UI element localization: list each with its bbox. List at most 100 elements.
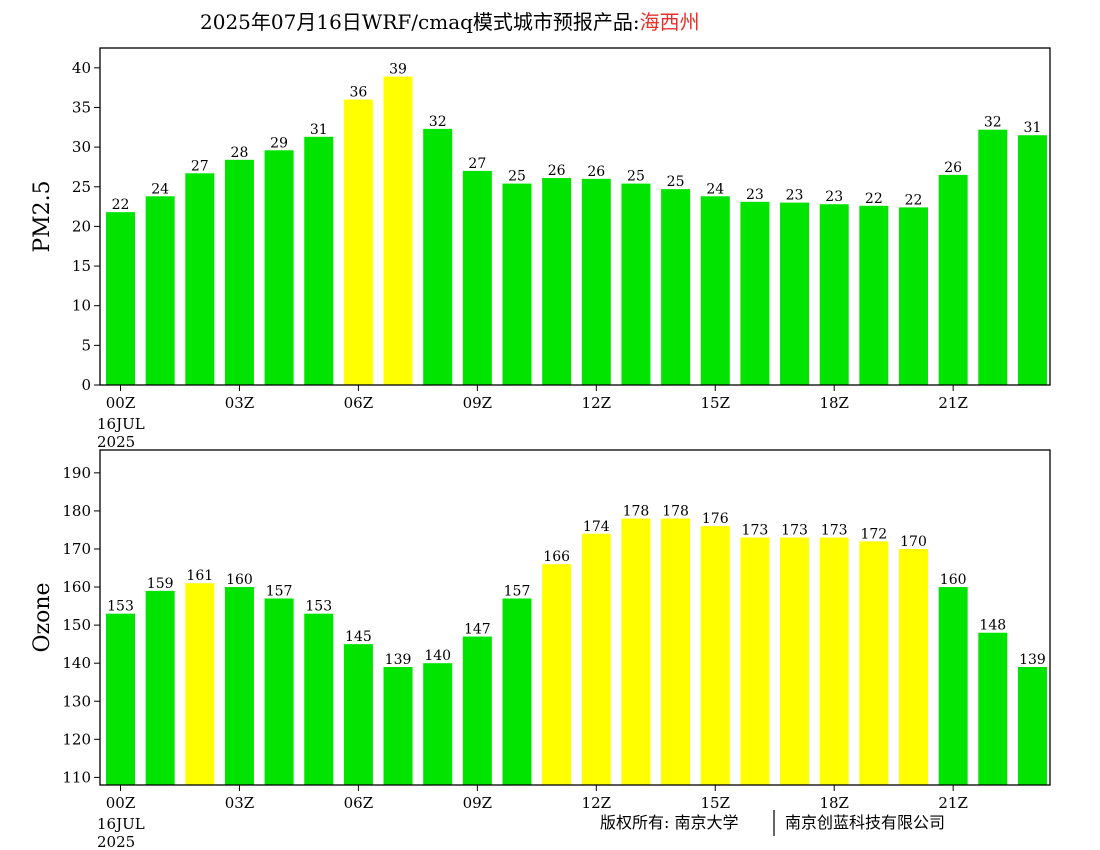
- pm25-bar-07Z: [383, 76, 413, 385]
- ozone-data-label-22Z: 148: [979, 618, 1006, 634]
- ozone-bar-12Z: [581, 533, 611, 785]
- pm25-data-label-13Z: 25: [627, 169, 645, 185]
- pm25-bar-00Z: [106, 212, 135, 385]
- ozone-x-tick-label-15Z: 15Z: [700, 794, 730, 812]
- pm25-plot-frame: [99, 47, 1051, 386]
- ozone-data-label-17Z: 173: [781, 523, 808, 539]
- ozone-data-label-07Z: 139: [385, 652, 412, 668]
- ozone-bar-19Z: [859, 541, 889, 785]
- pm25-bar-11Z: [542, 178, 572, 385]
- pm25-data-label-07Z: 39: [389, 62, 407, 78]
- pm25-data-label-01Z: 24: [151, 181, 169, 197]
- ozone-bar-04Z: [264, 598, 294, 785]
- ozone-y-tick-label-110: 110: [62, 768, 91, 786]
- ozone-y-axis-title: Ozone: [30, 582, 55, 652]
- pm25-data-label-03Z: 28: [231, 145, 249, 161]
- ozone-bar-14Z: [661, 518, 691, 785]
- copyright-owner-text: 版权所有: 南京大学: [600, 813, 738, 832]
- pm25-data-label-08Z: 32: [429, 114, 447, 130]
- ozone-y-tick-label-160: 160: [62, 578, 91, 596]
- pm25-data-label-15Z: 24: [706, 181, 724, 197]
- chart-title-prefix: 2025年07月16日WRF/cmaq模式城市预报产品:: [200, 10, 640, 34]
- pm25-data-label-02Z: 27: [191, 158, 209, 174]
- ozone-x-tick-label-00Z: 00Z: [106, 794, 136, 812]
- ozone-bar-01Z: [145, 590, 175, 785]
- ozone-bar-18Z: [819, 537, 849, 785]
- pm25-data-label-00Z: 22: [112, 197, 130, 213]
- pm25-bar-08Z: [423, 128, 453, 385]
- pm25-x-tick-label-15Z: 15Z: [700, 394, 730, 412]
- pm25-bar-23Z: [1017, 135, 1047, 385]
- pm25-bar-04Z: [264, 150, 294, 385]
- ozone-data-label-01Z: 159: [147, 576, 174, 592]
- pm25-y-tick-label-0: 0: [81, 376, 91, 394]
- ozone-y-tick-label-150: 150: [62, 616, 91, 634]
- ozone-bar-20Z: [899, 548, 928, 785]
- ozone-y-tick-label-180: 180: [62, 502, 91, 520]
- pm25-data-label-09Z: 27: [468, 156, 486, 172]
- pm25-bar-03Z: [224, 159, 254, 385]
- ozone-x-date-year: 2025: [97, 833, 135, 850]
- pm25-data-label-16Z: 23: [746, 187, 764, 203]
- pm25-x-tick-label-06Z: 06Z: [344, 394, 374, 412]
- pm25-x-tick-label-18Z: 18Z: [819, 394, 849, 412]
- pm25-data-label-06Z: 36: [349, 85, 367, 101]
- pm25-y-tick-label-35: 35: [72, 98, 91, 116]
- pm25-x-tick-label-21Z: 21Z: [938, 394, 968, 412]
- ozone-bar-23Z: [1017, 666, 1047, 785]
- ozone-data-label-20Z: 170: [900, 534, 927, 550]
- ozone-y-tick-label-120: 120: [62, 730, 91, 748]
- pm25-bar-12Z: [581, 178, 611, 385]
- pm25-data-label-14Z: 25: [667, 174, 685, 190]
- pm25-x-date-day: 16JUL: [97, 415, 145, 433]
- pm25-bar-02Z: [185, 173, 215, 385]
- pm25-data-label-23Z: 31: [1024, 120, 1042, 136]
- ozone-data-label-03Z: 160: [226, 572, 253, 588]
- ozone-bar-03Z: [224, 587, 254, 785]
- ozone-bar-22Z: [978, 632, 1008, 785]
- ozone-y-tick-label-140: 140: [62, 654, 91, 672]
- ozone-x-tick-label-06Z: 06Z: [344, 794, 374, 812]
- pm25-bar-20Z: [899, 207, 928, 385]
- pm25-x-tick-label-12Z: 12Z: [582, 394, 612, 412]
- pm25-data-label-19Z: 22: [865, 191, 883, 207]
- pm25-bar-16Z: [740, 201, 770, 385]
- pm25-bar-10Z: [502, 183, 532, 385]
- ozone-data-label-14Z: 178: [662, 504, 689, 520]
- ozone-bar-17Z: [780, 537, 810, 785]
- ozone-x-tick-label-03Z: 03Z: [225, 794, 255, 812]
- pm25-data-label-22Z: 32: [984, 115, 1002, 131]
- pm25-bar-22Z: [978, 129, 1008, 385]
- ozone-data-label-02Z: 161: [186, 568, 213, 584]
- pm25-data-label-11Z: 26: [548, 163, 566, 179]
- ozone-x-tick-label-12Z: 12Z: [582, 794, 612, 812]
- pm25-data-label-10Z: 25: [508, 169, 526, 185]
- ozone-x-tick-label-09Z: 09Z: [463, 794, 493, 812]
- pm25-bar-06Z: [343, 99, 373, 386]
- ozone-data-label-00Z: 153: [107, 599, 134, 615]
- ozone-bar-16Z: [740, 537, 770, 785]
- ozone-bar-05Z: [304, 613, 334, 785]
- pm25-y-tick-label-40: 40: [72, 59, 91, 77]
- pm25-data-label-05Z: 31: [310, 122, 328, 138]
- pm25-x-tick-label-00Z: 00Z: [106, 394, 136, 412]
- pm25-y-tick-label-25: 25: [72, 178, 91, 196]
- ozone-y-tick-label-130: 130: [62, 692, 91, 710]
- ozone-data-label-18Z: 173: [821, 523, 848, 539]
- pm25-bar-17Z: [780, 202, 810, 385]
- pm25-y-tick-label-15: 15: [72, 257, 91, 275]
- pm25-bar-05Z: [304, 136, 334, 385]
- pm25-data-label-12Z: 26: [587, 164, 605, 180]
- copyright-company-text: 南京创蓝科技有限公司: [785, 813, 945, 832]
- ozone-bar-15Z: [700, 526, 730, 785]
- ozone-data-label-06Z: 145: [345, 629, 372, 645]
- ozone-y-tick-label-170: 170: [62, 540, 91, 558]
- ozone-bar-08Z: [423, 663, 453, 785]
- ozone-plot-frame: [99, 449, 1051, 786]
- pm25-bar-14Z: [661, 189, 691, 385]
- ozone-bar-06Z: [343, 644, 373, 785]
- ozone-x-date-day: 16JUL: [97, 815, 145, 833]
- ozone-data-label-19Z: 172: [860, 526, 887, 542]
- ozone-bar-09Z: [462, 636, 492, 785]
- chart-title-city: 海西州: [640, 10, 700, 34]
